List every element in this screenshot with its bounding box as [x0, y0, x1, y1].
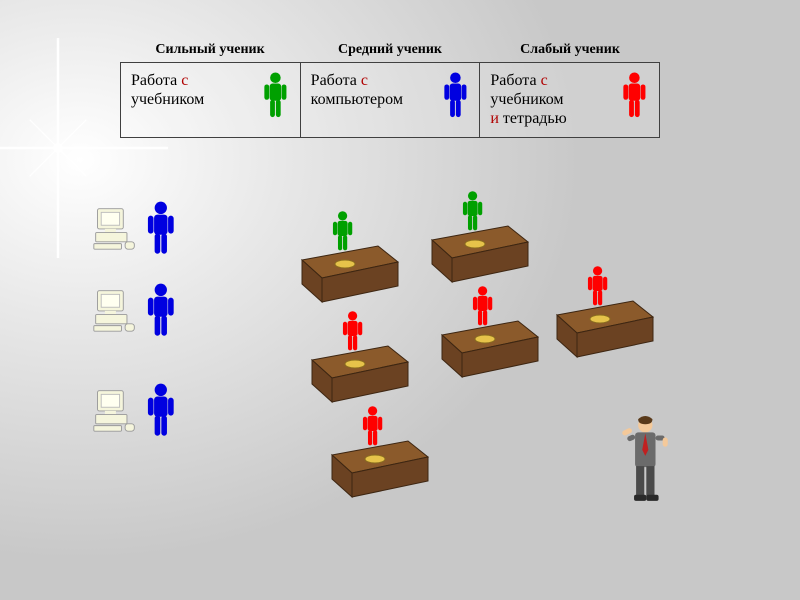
legend-text-strong: Работа с учебником — [131, 71, 261, 109]
desk-icon — [320, 435, 430, 510]
legend-text-weak: Работа с учебником и тетрадью — [490, 71, 620, 129]
desk-icon — [300, 340, 410, 415]
person-icon — [144, 382, 178, 443]
computer-station — [92, 200, 178, 261]
desk-with-student — [290, 240, 400, 315]
header-medium: Средний ученик — [300, 42, 480, 62]
computer-icon — [92, 387, 138, 438]
legend-table: Работа с учебником Работа с компьютером … — [120, 62, 660, 138]
header-weak: Слабый ученик — [480, 42, 660, 62]
legend-block: Сильный ученик Средний ученик Слабый уче… — [120, 42, 660, 138]
teacher-figure — [620, 415, 671, 512]
desk-with-student — [300, 340, 410, 415]
classroom-scene — [190, 190, 670, 550]
person-icon — [441, 71, 470, 124]
desk-icon — [430, 315, 540, 390]
desk-with-student — [545, 295, 655, 370]
person-icon — [261, 71, 290, 124]
computer-icon — [92, 287, 138, 338]
legend-cell-medium: Работа с компьютером — [301, 63, 481, 137]
person-icon — [144, 200, 178, 261]
person-icon — [620, 71, 649, 124]
desk-icon — [545, 295, 655, 370]
desk-with-student — [320, 435, 430, 510]
legend-cell-strong: Работа с учебником — [121, 63, 301, 137]
desk-with-student — [430, 315, 540, 390]
desk-icon — [290, 240, 400, 315]
legend-text-medium: Работа с компьютером — [311, 71, 441, 109]
computer-station — [92, 382, 178, 443]
person-icon — [144, 282, 178, 343]
legend-header-row: Сильный ученик Средний ученик Слабый уче… — [120, 42, 660, 62]
computer-station — [92, 282, 178, 343]
desk-with-student — [420, 220, 530, 295]
legend-cell-weak: Работа с учебником и тетрадью — [480, 63, 659, 137]
header-strong: Сильный ученик — [120, 42, 300, 62]
computer-icon — [92, 205, 138, 256]
desk-icon — [420, 220, 530, 295]
